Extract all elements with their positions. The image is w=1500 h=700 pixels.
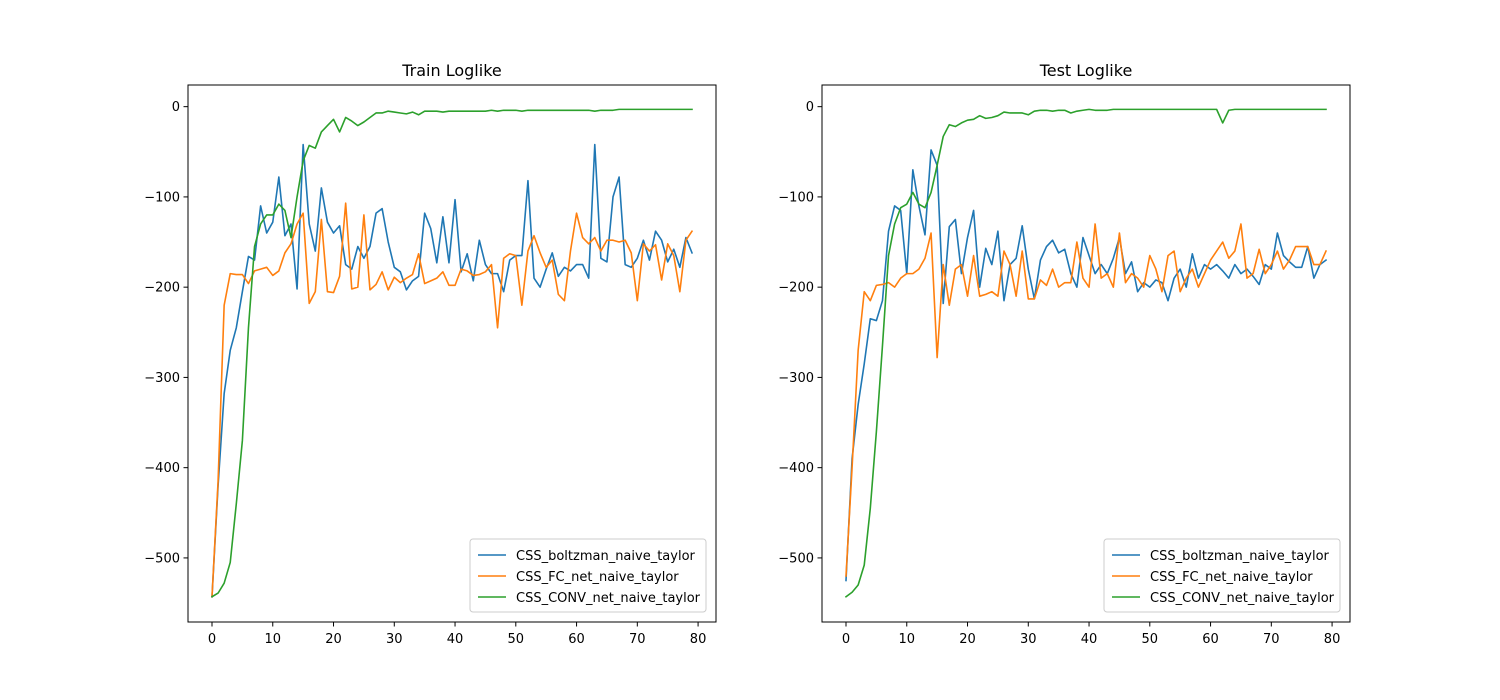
series-line-2: [845, 223, 1328, 577]
chart-title: Test Loglike: [1039, 61, 1133, 80]
legend-box: [1103, 538, 1341, 613]
axes-frame: [187, 84, 717, 623]
legend-box: [469, 538, 707, 613]
x-tick-label: 50: [1142, 632, 1159, 647]
legend-label: CSS_CONV_net_naive_taylor: [1150, 591, 1335, 606]
x-tick-label: 10: [898, 632, 915, 647]
x-tick-label: 0: [208, 632, 216, 647]
chart-panel-2: Test Loglike 0 10 20 30 40 50 60 70 80 0 −100 −200 −3…: [778, 61, 1351, 647]
x-tick-label: 20: [325, 632, 342, 647]
x-tick-label: 40: [1081, 632, 1098, 647]
chart-title: Train Loglike: [401, 61, 501, 80]
y-tick-label: −500: [144, 551, 180, 566]
legend-label: CSS_FC_net_naive_taylor: [1150, 570, 1313, 585]
chart-panel-1: Train Loglike 0 10 20 30 40 50 60 70 80 0 −100 −200 −…: [144, 61, 717, 647]
series-line-2: [211, 202, 694, 598]
x-tick-label: 10: [264, 632, 281, 647]
series-line-3: [210, 108, 693, 598]
y-tick-label: −500: [778, 551, 814, 566]
series-line-3: [844, 108, 1327, 598]
legend-label: CSS_FC_net_naive_taylor: [516, 570, 679, 585]
x-tick-label: 40: [447, 632, 464, 647]
x-tick-label: 80: [690, 632, 707, 647]
y-tick-label: −300: [144, 371, 180, 386]
y-tick-label: −100: [144, 190, 180, 205]
x-tick-label: 20: [959, 632, 976, 647]
plot-area: [822, 85, 1350, 622]
x-tick-label: 70: [629, 632, 646, 647]
y-tick-label: 0: [806, 100, 814, 115]
x-tick-label: 50: [508, 632, 525, 647]
x-tick-label: 60: [568, 632, 585, 647]
legend-label: CSS_boltzman_naive_taylor: [1150, 549, 1330, 564]
y-tick-label: −200: [144, 281, 180, 296]
y-tick-label: −100: [778, 190, 814, 205]
legend: CSS_boltzman_naive_taylor CSS_FC_net_naiv…: [1103, 538, 1341, 613]
axes-frame: [821, 84, 1351, 623]
y-tick-label: −400: [778, 461, 814, 476]
plot-area: [188, 85, 716, 622]
legend-label: CSS_CONV_net_naive_taylor: [516, 591, 701, 606]
y-tick-label: −300: [778, 371, 814, 386]
y-tick-label: 0: [172, 100, 180, 115]
x-tick-label: 30: [386, 632, 403, 647]
chart-panels: Train Loglike 0 10 20 30 40 50 60 70 80 0 −100 −200 −…: [144, 61, 1351, 647]
legend-label: CSS_boltzman_naive_taylor: [516, 549, 696, 564]
legend: CSS_boltzman_naive_taylor CSS_FC_net_naiv…: [469, 538, 707, 613]
x-tick-label: 70: [1263, 632, 1280, 647]
x-tick-label: 60: [1202, 632, 1219, 647]
x-tick-label: 30: [1020, 632, 1037, 647]
y-tick-label: −400: [144, 461, 180, 476]
x-tick-label: 0: [842, 632, 850, 647]
x-tick-label: 80: [1324, 632, 1341, 647]
y-tick-label: −200: [778, 281, 814, 296]
